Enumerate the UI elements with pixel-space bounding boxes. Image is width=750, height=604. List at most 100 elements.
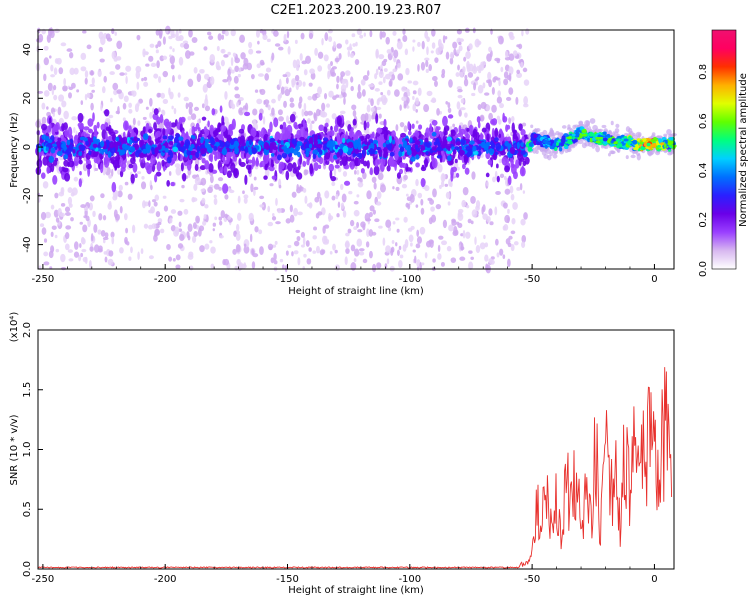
signal-cell: [313, 161, 319, 172]
noise-cell: [425, 60, 429, 68]
signal-cell: [461, 163, 466, 170]
noise-cell: [308, 82, 313, 87]
noise-cell: [296, 235, 301, 242]
noise-cell: [383, 58, 388, 63]
noise-cell: [162, 55, 168, 60]
ridge-halo-cell: [539, 132, 545, 136]
core-cell: [79, 136, 86, 141]
noise-cell: [426, 90, 433, 97]
noise-cell: [507, 216, 510, 224]
noise-cell: [107, 258, 114, 266]
noise-cell: [297, 211, 303, 216]
signal-cell: [383, 118, 387, 128]
noise-cell: [79, 221, 84, 225]
noise-cell: [334, 57, 340, 63]
noise-cell: [315, 212, 320, 219]
signal-cell: [231, 118, 236, 130]
noise-cell: [300, 231, 306, 238]
noise-cell: [124, 181, 129, 186]
noise-cell: [303, 253, 307, 258]
ridge-halo-cell: [561, 125, 567, 129]
noise-cell: [43, 238, 48, 243]
noise-cell: [508, 87, 514, 95]
signal-cell: [431, 158, 438, 169]
noise-cell: [479, 242, 486, 250]
noise-cell: [417, 192, 423, 199]
signal-cell: [507, 175, 512, 186]
noise-cell: [441, 240, 448, 246]
core-cell: [336, 151, 340, 158]
noise-cell: [227, 51, 231, 56]
noise-cell: [98, 213, 103, 221]
signal-cell: [204, 160, 210, 170]
signal-cell: [219, 166, 224, 174]
core-cell: [186, 150, 192, 156]
noise-cell: [331, 181, 336, 187]
noise-cell: [341, 193, 347, 203]
core-cell: [172, 146, 179, 153]
noise-cell: [491, 87, 495, 95]
noise-cell: [450, 51, 454, 59]
core-cell: [233, 140, 240, 148]
noise-cell: [237, 195, 241, 204]
noise-cell: [349, 43, 352, 50]
noise-cell: [307, 117, 311, 124]
ridge-halo-cell: [567, 124, 571, 130]
noise-cell: [470, 256, 474, 261]
noise-cell: [299, 53, 303, 61]
signal-cell: [179, 123, 183, 133]
noise-cell: [289, 214, 295, 223]
noise-cell: [203, 213, 207, 220]
signal-cell: [239, 161, 246, 168]
noise-cell: [379, 184, 386, 193]
ridge-halo-cell: [554, 149, 559, 155]
core-cell: [111, 133, 117, 142]
ridge-halo-cell: [615, 123, 620, 128]
noise-cell: [293, 250, 299, 255]
core-cell: [56, 151, 63, 157]
noise-cell: [458, 109, 462, 117]
noise-cell: [117, 190, 123, 198]
signal-cell: [406, 167, 412, 172]
noise-cell: [452, 230, 458, 237]
noise-cell: [252, 108, 258, 116]
noise-cell: [356, 194, 360, 198]
noise-cell: [184, 50, 191, 59]
noise-cell: [385, 245, 391, 253]
noise-cell: [84, 256, 88, 265]
signal-cell: [343, 180, 351, 186]
core-cell: [520, 150, 526, 155]
signal-cell: [268, 165, 275, 172]
noise-cell: [190, 113, 197, 120]
noise-cell: [470, 196, 476, 204]
noise-cell: [345, 232, 350, 237]
core-cell: [184, 141, 189, 146]
noise-cell: [149, 111, 153, 119]
noise-cell: [251, 248, 255, 255]
signal-cell: [104, 109, 110, 117]
core-cell: [124, 145, 131, 150]
noise-cell: [508, 66, 514, 75]
noise-cell: [380, 92, 384, 96]
noise-cell: [362, 172, 367, 180]
noise-cell: [354, 169, 357, 175]
signal-cell: [108, 124, 112, 135]
core-cell: [51, 143, 57, 148]
signal-cell: [52, 175, 58, 185]
noise-cell: [438, 235, 444, 240]
signal-cell: [212, 129, 219, 136]
noise-cell: [389, 78, 393, 87]
core-cell: [196, 145, 201, 153]
noise-cell: [71, 187, 78, 196]
noise-cell: [123, 95, 129, 103]
noise-cell: [303, 110, 309, 117]
noise-cell: [102, 167, 106, 176]
noise-cell: [383, 97, 388, 104]
noise-cell: [489, 221, 494, 226]
noise-cell: [384, 263, 388, 269]
core-cell: [109, 141, 115, 149]
noise-cell: [305, 240, 310, 247]
noise-cell: [173, 229, 179, 237]
core-cell: [123, 136, 128, 145]
